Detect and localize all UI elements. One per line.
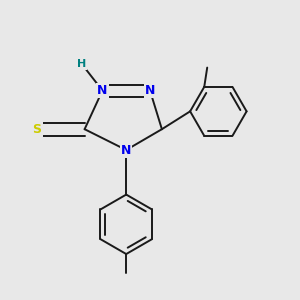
Text: H: H: [77, 59, 86, 69]
Text: N: N: [121, 143, 131, 157]
Text: S: S: [33, 123, 42, 136]
Text: N: N: [145, 84, 155, 97]
Text: N: N: [97, 84, 108, 97]
